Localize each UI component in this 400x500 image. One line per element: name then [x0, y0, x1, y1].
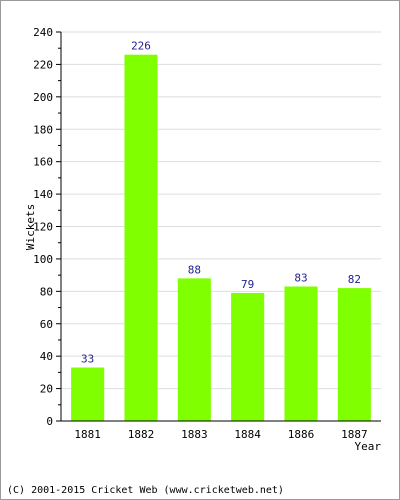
- bar: [337, 288, 371, 421]
- x-tick-label: 1882: [128, 428, 155, 441]
- x-tick-label: 1886: [288, 428, 315, 441]
- x-tick-label: 1884: [234, 428, 261, 441]
- y-tick-label: 20: [40, 383, 53, 396]
- y-tick-label: 200: [33, 91, 53, 104]
- x-tick-label: 1881: [74, 428, 101, 441]
- bar-layer: [71, 54, 371, 422]
- y-tick-label: 40: [40, 350, 53, 363]
- y-tick-label: 60: [40, 318, 53, 331]
- bar-chart: 0 20 40 60 80 100 120 140 160 180 200 220 240 33 1881 2…: [24, 26, 382, 453]
- y-tick-label: 140: [33, 188, 53, 201]
- bar-value-label: 82: [348, 273, 361, 286]
- bar-value-label: 79: [241, 278, 254, 291]
- y-tick-label: 220: [33, 58, 53, 71]
- bar: [124, 54, 158, 422]
- y-tick-label: 160: [33, 156, 53, 169]
- y-tick-label: 80: [40, 285, 53, 298]
- y-axis-label: Wickets: [24, 204, 37, 250]
- x-axis-label: Year: [355, 440, 382, 453]
- bar: [177, 278, 211, 421]
- grid-layer: [61, 31, 381, 390]
- bar-value-label: 33: [81, 353, 94, 366]
- y-tick-label: 180: [33, 123, 53, 136]
- y-tick-label: 0: [46, 415, 53, 428]
- label-layer: 0 20 40 60 80 100 120 140 160 180 200 220 240 33 1881 2…: [33, 26, 367, 441]
- bar-value-label: 226: [131, 40, 151, 53]
- x-tick-label: 1883: [181, 428, 208, 441]
- x-tick-label: 1887: [341, 428, 368, 441]
- y-tick-label: 100: [33, 253, 53, 266]
- bar-value-label: 88: [188, 263, 201, 276]
- bar: [231, 292, 265, 421]
- axis-layer: [56, 31, 381, 422]
- copyright-footer: (C) 2001-2015 Cricket Web (www.cricketwe…: [7, 485, 284, 496]
- bar-value-label: 83: [294, 271, 307, 284]
- y-tick-label: 240: [33, 26, 53, 39]
- y-tick-label: 120: [33, 221, 53, 234]
- bar: [71, 367, 105, 421]
- bar: [284, 286, 318, 421]
